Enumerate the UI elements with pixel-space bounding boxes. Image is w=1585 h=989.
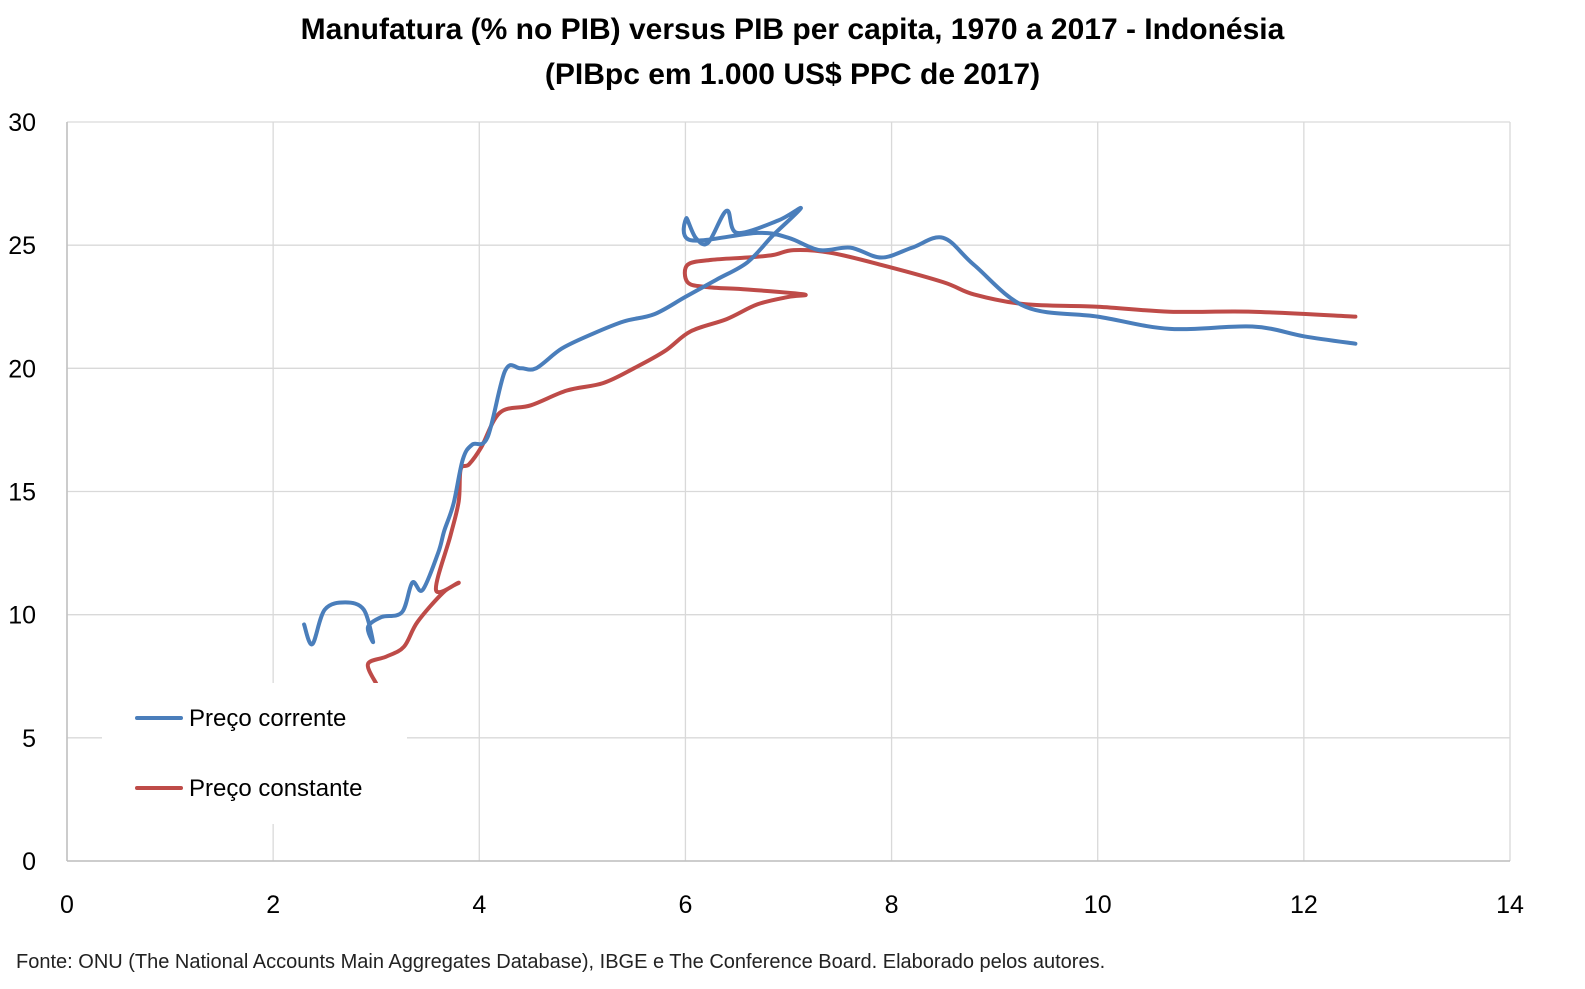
y-tick-label: 25 — [8, 232, 36, 260]
y-tick-label: 0 — [22, 848, 36, 876]
y-tick-label: 5 — [22, 725, 36, 753]
y-tick-label: 15 — [8, 479, 36, 507]
chart-subtitle: (PIBpc em 1.000 US$ PPC de 2017) — [544, 58, 1041, 91]
y-tick-label: 10 — [8, 602, 36, 630]
y-tick-label: 30 — [8, 109, 36, 137]
x-tick-label: 14 — [1496, 891, 1524, 919]
x-tick-label: 8 — [885, 891, 899, 919]
source-note: Fonte: ONU (The National Accounts Main A… — [16, 951, 1106, 973]
series-line-preco-constante — [365, 247, 1358, 686]
grid-layer — [66, 121, 1511, 862]
legend-background — [102, 683, 407, 824]
legend: Preço corrente Preço constante — [102, 683, 407, 824]
x-tick-label: 10 — [1084, 891, 1112, 919]
x-tick-label: 2 — [266, 891, 280, 919]
axis-layer: 0 2 4 6 8 10 12 14 0 5 10 15 20 25 30 — [8, 109, 1524, 919]
y-tick-label: 20 — [8, 355, 36, 383]
chart-title: Manufatura (% no PIB) versus PIB per cap… — [300, 13, 1285, 46]
series-layer — [302, 205, 1358, 686]
legend-label: Preço constante — [189, 775, 362, 802]
x-tick-label: 4 — [472, 891, 486, 919]
x-tick-label: 6 — [678, 891, 692, 919]
x-tick-label: 0 — [60, 891, 74, 919]
series-line-preco-corrente — [302, 205, 1358, 647]
x-tick-label: 12 — [1290, 891, 1318, 919]
legend-label: Preço corrente — [189, 705, 346, 732]
